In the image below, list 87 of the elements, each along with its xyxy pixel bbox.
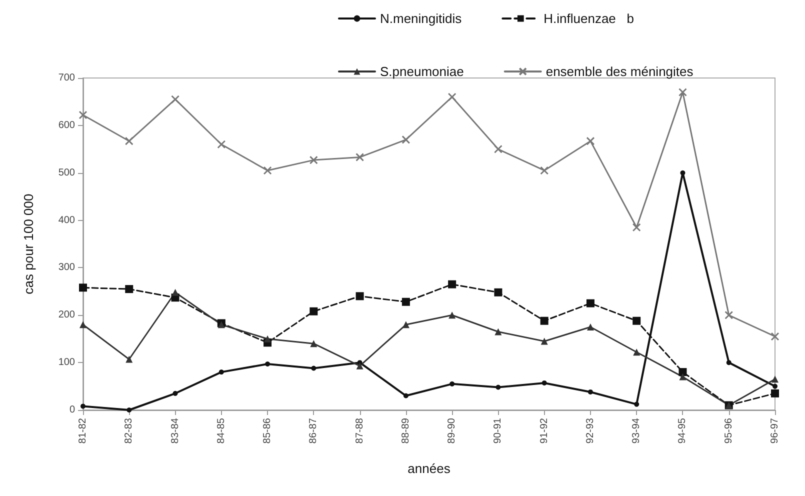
point [634,402,640,407]
point [356,292,364,300]
point [678,368,687,376]
point [772,376,778,383]
point [771,389,779,398]
x-axis-title: années [408,461,451,476]
point [632,316,641,325]
point [217,140,226,149]
point [263,166,272,175]
point [494,144,502,154]
point [542,380,547,386]
point [80,321,86,328]
point [402,321,410,328]
point [726,360,732,366]
y-tick-label: 600 [58,120,76,131]
point [79,284,87,292]
point [586,136,595,146]
x-tick-label: 82-83 [124,418,135,444]
point [125,285,134,294]
point [450,381,455,386]
point [678,88,687,96]
point [264,335,272,342]
point [356,362,364,370]
point [309,156,318,164]
y-axis-title: cas pour 100 000 [21,194,36,294]
x-tick-label: 89-90 [446,418,458,444]
point [633,348,640,356]
point [770,332,780,341]
point [588,389,593,394]
point [172,390,178,396]
point [80,404,86,409]
point [448,92,456,102]
legend-label: H.influenzae b [544,11,634,26]
point [265,361,270,366]
legend-label: N.meningitidis [380,11,462,26]
point [679,373,686,380]
point [78,110,88,120]
point [632,223,641,232]
point [172,288,179,296]
x-tick-label: 88-89 [400,418,412,444]
point [586,299,594,308]
point [311,366,316,371]
point [356,152,364,162]
y-tick-label: 100 [58,357,76,368]
point [403,393,408,398]
x-tick-label: 94-95 [677,418,688,444]
point [680,170,686,176]
legend-label: ensemble des méningites [546,64,694,79]
point [540,338,548,345]
point [126,356,133,363]
point [171,95,180,104]
point [540,316,548,325]
point [772,384,778,389]
x-tick-label: 91-92 [538,418,550,444]
x-tick-label: 90-91 [492,418,504,444]
point [310,307,318,316]
point [402,298,410,306]
point [724,310,734,320]
x-tick-label: 83-84 [170,418,181,444]
x-tick-label: 96-97 [770,418,780,444]
point [218,370,224,375]
x-tick-label: 85-86 [262,418,274,444]
x-tick-label: 84-85 [216,418,227,444]
y-tick-label: 0 [69,404,76,416]
y-tick-label: 500 [58,167,76,178]
point [496,384,501,390]
point [494,288,502,296]
y-tick-label: 200 [58,310,76,321]
point [448,280,456,288]
x-tick-label: 81-82 [78,418,88,444]
x-tick-label: 92-93 [584,418,596,444]
point [586,324,594,330]
y-tick-label: 400 [58,214,76,226]
y-tick-label: 700 [58,72,76,84]
legend-label: S.pneumoniae [380,64,464,79]
x-tick-label: 87-88 [354,418,366,444]
point [310,340,318,348]
x-tick-label: 93-94 [631,418,642,444]
point [448,312,456,319]
x-tick-label: 86-87 [308,418,320,444]
point [402,135,410,144]
point [126,408,132,412]
x-tick-label: 95-96 [723,418,734,444]
point [124,136,134,146]
y-tick-label: 300 [58,262,76,274]
point [540,166,549,175]
point [494,328,502,336]
